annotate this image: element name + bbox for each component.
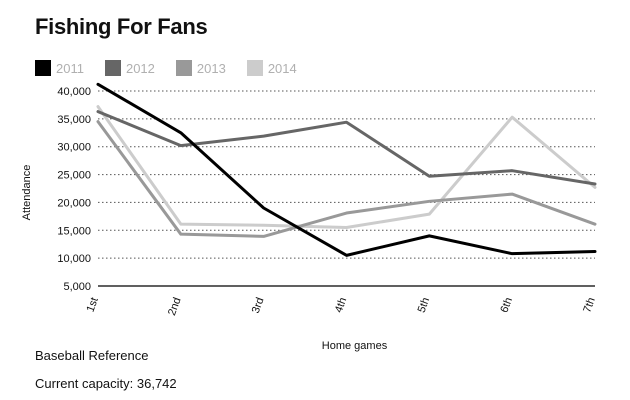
legend-swatch bbox=[35, 60, 51, 76]
legend-swatch bbox=[246, 60, 263, 76]
legend-item-2012: 2012 bbox=[104, 59, 155, 77]
series-line-2013 bbox=[96, 120, 597, 238]
y-tick-label: 20,000 bbox=[57, 197, 91, 209]
legend-swatch bbox=[104, 60, 121, 76]
series-line-2014 bbox=[96, 105, 597, 229]
series-line-2011 bbox=[96, 82, 597, 257]
x-tick-label: 3rd bbox=[250, 296, 267, 315]
source-note: Baseball Reference bbox=[35, 348, 149, 363]
legend-label: 2011 bbox=[56, 60, 84, 76]
y-tick-label: 40,000 bbox=[57, 86, 91, 98]
x-tick-label: 4th bbox=[333, 296, 350, 314]
legend: 2011 2012 2013 2014 bbox=[35, 59, 318, 77]
x-axis-title: Home games bbox=[322, 340, 388, 352]
legend-label: 2014 bbox=[267, 60, 297, 76]
legend-item-2014: 2014 bbox=[246, 59, 297, 77]
y-tick-label: 15,000 bbox=[57, 225, 91, 237]
y-tick-label: 35,000 bbox=[57, 114, 91, 126]
x-tick-label: 2nd bbox=[166, 296, 184, 317]
legend-label: 2013 bbox=[196, 60, 226, 76]
capacity-note: Current capacity: 36,742 bbox=[35, 376, 177, 391]
x-tick-label: 6th bbox=[498, 296, 515, 314]
x-tick-label: 7th bbox=[581, 296, 598, 314]
y-axis-title: Attendance bbox=[21, 165, 33, 221]
y-tick-label: 10,000 bbox=[57, 253, 91, 265]
legend-item-2013: 2013 bbox=[175, 59, 226, 77]
y-tick-label: 25,000 bbox=[57, 170, 91, 182]
legend-swatch bbox=[175, 60, 192, 76]
x-tick-label: 5th bbox=[416, 296, 433, 314]
legend-label: 2012 bbox=[125, 60, 155, 76]
y-tick-label: 5,000 bbox=[63, 281, 91, 293]
series-line-2012 bbox=[96, 110, 597, 186]
legend-item-2011: 2011 bbox=[35, 59, 84, 77]
chart-title: Fishing For Fans bbox=[35, 14, 208, 39]
y-tick-label: 30,000 bbox=[57, 142, 91, 154]
x-tick-label: 1st bbox=[85, 296, 101, 314]
